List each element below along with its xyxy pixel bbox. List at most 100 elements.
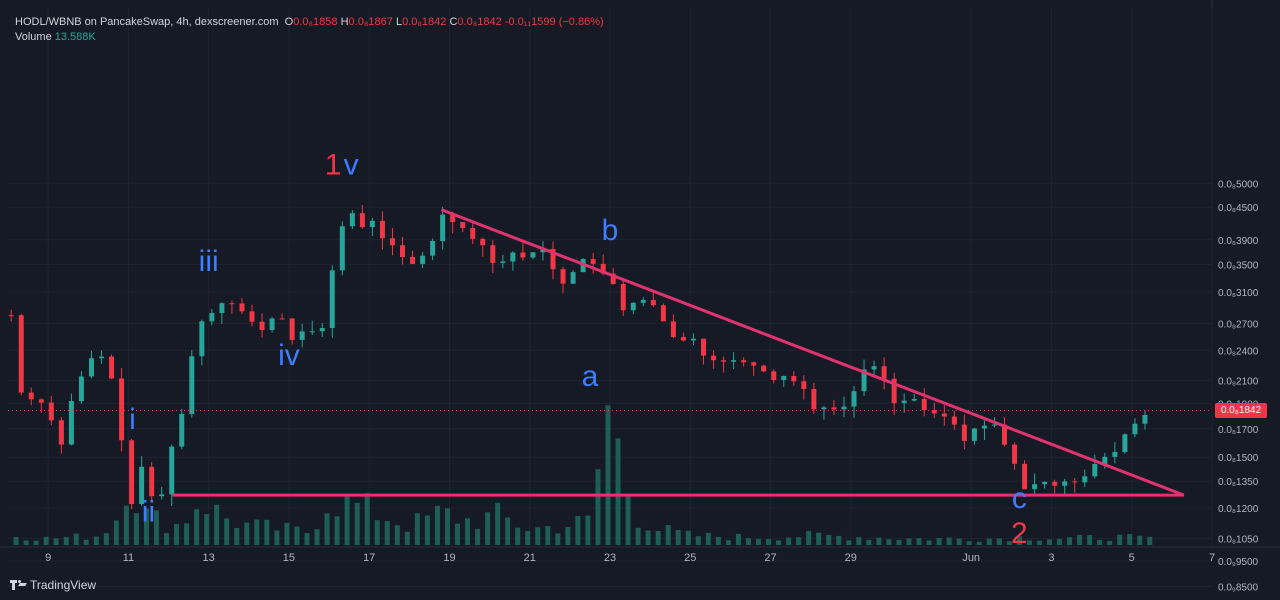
volume-bar [585, 515, 591, 545]
volume-bar [93, 536, 99, 545]
candle-body [1022, 463, 1028, 490]
candle-body [119, 378, 125, 441]
y-tick-label: 0.0₈3500 [1218, 260, 1259, 271]
volume-bar [625, 495, 631, 545]
volume-bar [635, 527, 641, 545]
volume-bar [224, 518, 230, 545]
candle-body [841, 406, 847, 410]
x-tick-label: 25 [684, 552, 696, 564]
volume-bar [83, 539, 89, 545]
volume-bar [13, 537, 19, 545]
y-tick-label: 0.0₈3100 [1218, 288, 1259, 299]
volume-bar [555, 533, 561, 545]
candle-body [470, 227, 476, 239]
candle-body [239, 303, 245, 312]
volume-bar [966, 541, 972, 545]
high-value: 0.0₈1867 [348, 16, 393, 28]
volume-bar [665, 525, 671, 545]
tradingview-logo[interactable]: TradingView [10, 578, 96, 592]
volume-bar [896, 539, 902, 545]
x-tick-label: Jun [962, 552, 980, 564]
candle-body [1112, 451, 1118, 457]
x-tick-label: 5 [1129, 552, 1135, 564]
y-tick-label: 0.0₈1050 [1218, 534, 1259, 545]
volume-bar [1056, 538, 1062, 545]
candle-body [189, 356, 195, 414]
volume-bar [23, 540, 29, 545]
y-tick-label: 0.0₉8500 [1218, 582, 1259, 593]
symbol-title: HODL/WBNB on PancakeSwap, 4h, dexscreene… [15, 16, 279, 28]
volume-bar [745, 538, 751, 545]
candle-body [851, 391, 857, 407]
volume-bar [595, 469, 601, 545]
volume-bar [846, 540, 852, 545]
candle-body [821, 407, 827, 410]
candle-body [831, 407, 837, 410]
volume-bar [324, 513, 330, 545]
candle-body [741, 360, 747, 363]
wave-label-iv: iv [278, 339, 300, 372]
candle-body [219, 303, 225, 314]
candle-body [369, 220, 375, 228]
volume-bar [876, 537, 882, 545]
volume-bar [575, 515, 581, 545]
candle-body [229, 303, 235, 305]
x-tick-label: 11 [123, 552, 134, 564]
x-tick-label: 21 [524, 552, 536, 564]
y-tick-label: 0.0₈2400 [1218, 346, 1259, 357]
candle-body [871, 366, 877, 370]
volume-bar [515, 527, 521, 545]
x-tick-label: 23 [604, 552, 616, 564]
volume-bar [956, 538, 962, 545]
candle-body [781, 375, 787, 381]
volume-bar [806, 530, 812, 545]
volume-bar [826, 534, 832, 545]
volume-bar [424, 515, 430, 545]
candle-body [911, 398, 917, 401]
volume-bar [294, 526, 300, 545]
volume-bar [194, 509, 200, 545]
candle-body [1012, 444, 1018, 464]
candle-body [58, 420, 64, 445]
volume-bar [996, 538, 1002, 545]
volume-bar [926, 540, 932, 545]
volume-bar [685, 530, 691, 545]
volume-bar [63, 537, 69, 545]
candle-body [500, 261, 506, 263]
volume-bar [856, 537, 862, 545]
candle-body [550, 248, 556, 270]
volume-bar [986, 538, 992, 545]
candle-body [38, 399, 44, 403]
candle-body [951, 416, 957, 425]
candle-body [400, 245, 406, 258]
volume-bar [374, 520, 380, 545]
candle-body [78, 376, 84, 402]
candle-body [931, 409, 937, 414]
volume-bar [164, 533, 170, 545]
candle-body [48, 402, 54, 421]
candle-body [389, 238, 395, 246]
volume-bar [776, 540, 782, 545]
candle-body [600, 263, 606, 274]
candle-body [570, 272, 576, 284]
candle-body [971, 428, 977, 441]
wave-label-i: i [129, 403, 136, 436]
candle-body [520, 252, 526, 258]
candle-body [921, 398, 927, 410]
volume-bar [274, 530, 280, 545]
candle-body [861, 369, 867, 392]
volume-bar [495, 502, 501, 545]
volume-bar [414, 513, 420, 545]
volume-bar [133, 513, 139, 545]
volume-bar [605, 405, 611, 545]
y-tick-label: 0.0₈5000 [1218, 179, 1259, 190]
open-value: 0.0₈1858 [293, 16, 338, 28]
low-label: L [395, 16, 403, 28]
volume-bar [384, 521, 390, 545]
candle-body [209, 313, 215, 322]
candle-body [129, 440, 135, 505]
candle-body [199, 321, 205, 357]
volume-bar [344, 493, 350, 545]
candle-body [1042, 481, 1048, 485]
